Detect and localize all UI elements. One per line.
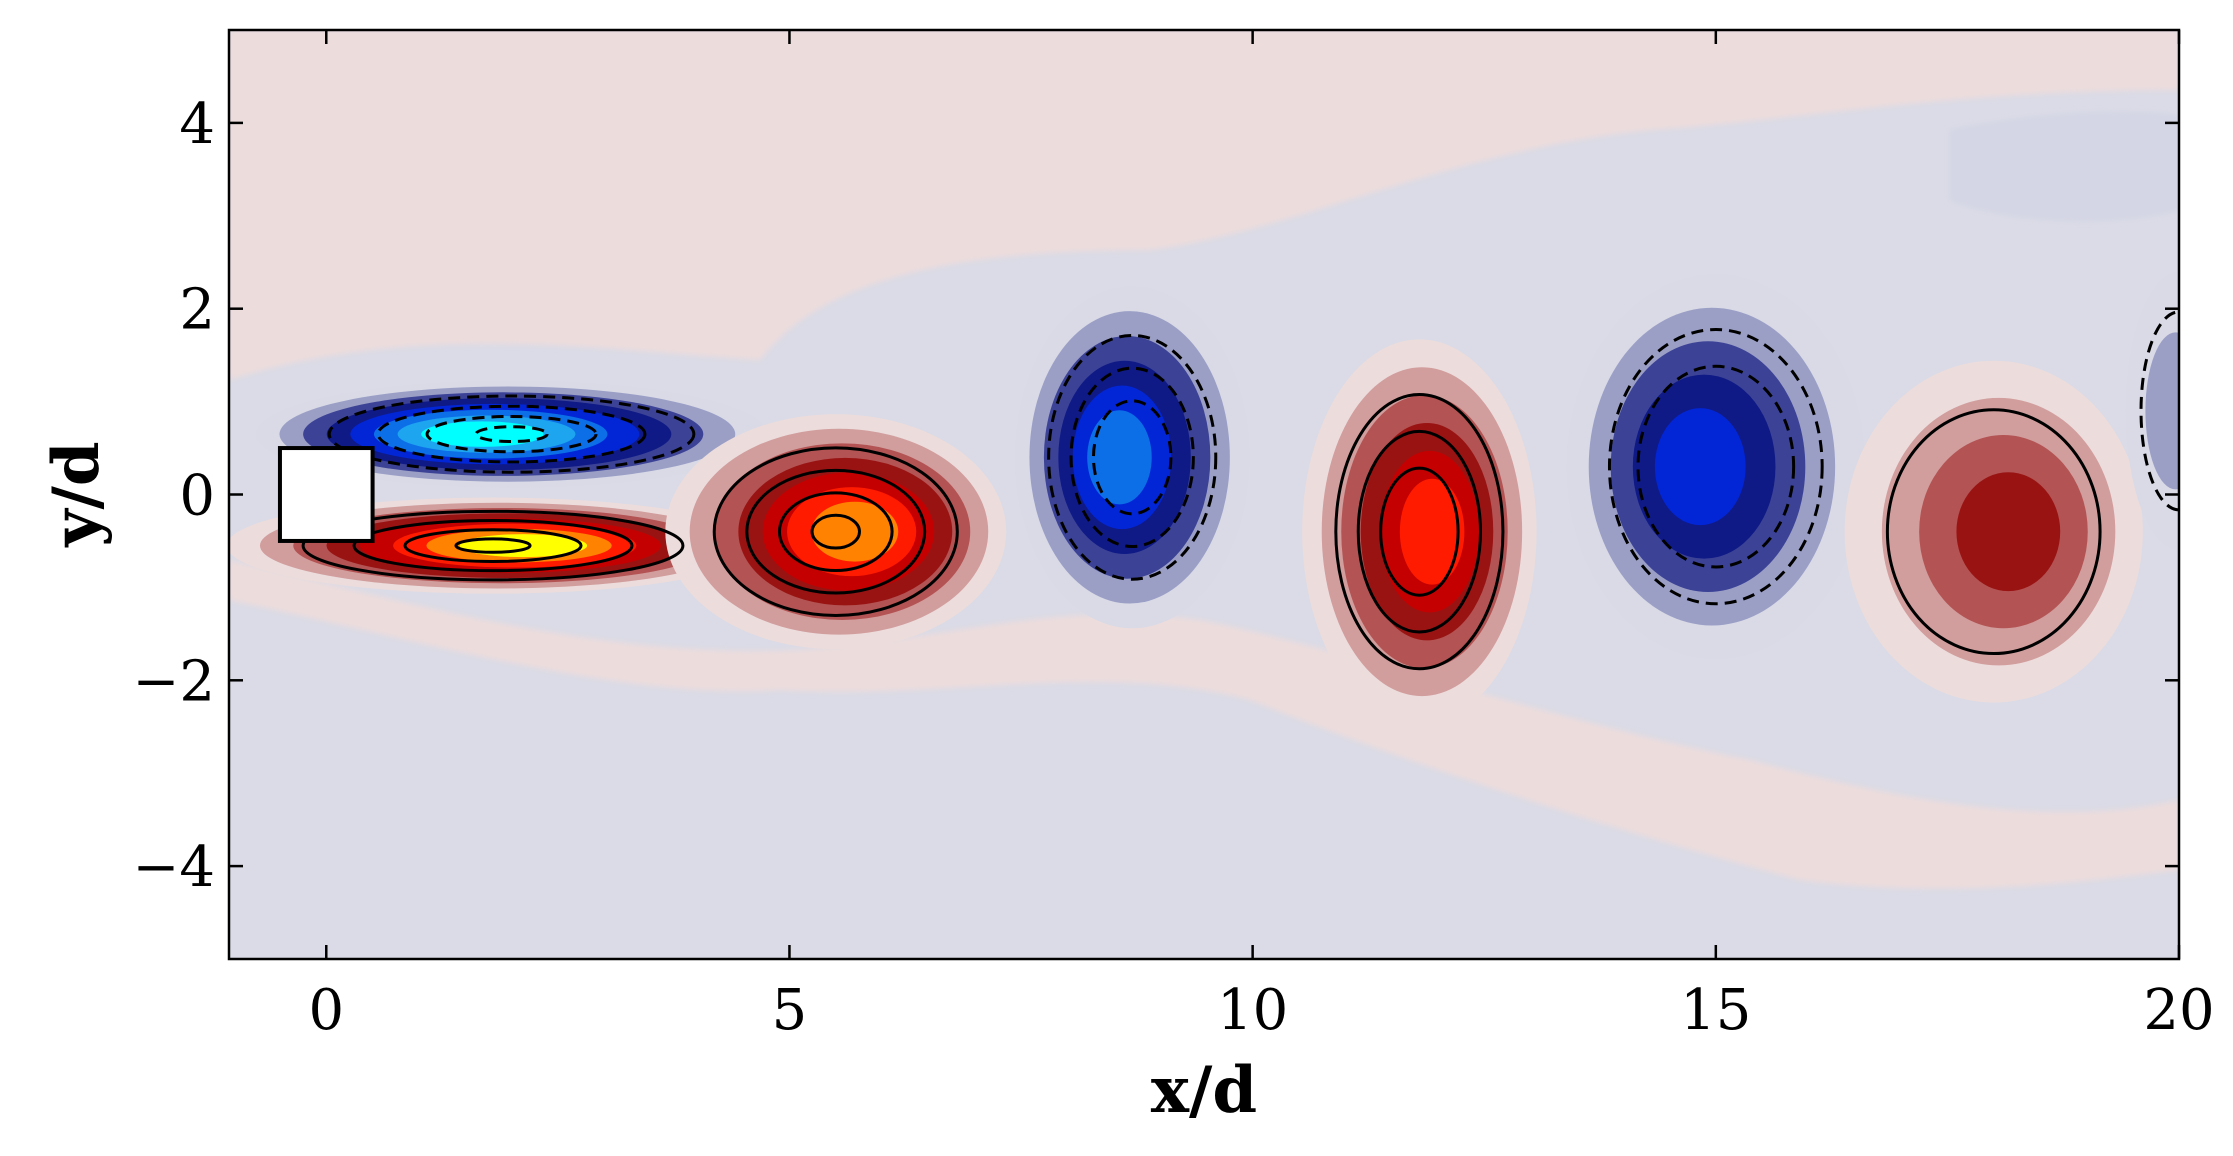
contour-line: [425, 414, 598, 454]
upper-right-lavender: [1950, 112, 2179, 221]
contour-line: [1334, 393, 1505, 671]
plot-area: [229, 30, 2179, 959]
background-bands: [229, 30, 2179, 889]
contour-line: [474, 425, 549, 444]
x-tick-label: 20: [2143, 978, 2214, 1043]
contour-line: [1885, 408, 2102, 656]
y-tick-label: 2: [179, 278, 215, 343]
vortex-negative-3: [1015, 286, 1250, 629]
contour-line: [810, 513, 861, 550]
contour-line: [403, 528, 583, 563]
contour-line: [352, 519, 634, 573]
vortex-band: [1956, 472, 2061, 592]
tick-labels: 0 5 10 15 20 −4 −2 0 2 4: [132, 92, 2214, 1043]
contour-line: [376, 404, 647, 464]
lower-pink-band: [229, 560, 2179, 889]
contour-line: [712, 446, 959, 617]
contour-line: [745, 468, 927, 595]
vortex-positive-4: [1302, 339, 1537, 724]
vortex-band: [1087, 410, 1152, 505]
x-tick-label: 5: [772, 978, 808, 1043]
vortex-negative-7: [2125, 272, 2179, 550]
x-tick-label: 15: [1680, 978, 1751, 1043]
contour-line: [777, 491, 894, 572]
upper-pink-band: [229, 30, 2179, 380]
contour-line: [1379, 466, 1460, 597]
x-tick-label: 10: [1217, 978, 1288, 1043]
contour-line: [1069, 366, 1195, 549]
y-tick-label: 0: [179, 464, 215, 529]
axis-ticks: [229, 30, 2181, 959]
contour-line: [327, 394, 696, 474]
vortex-band: [421, 421, 544, 447]
contour-line: [1356, 429, 1483, 634]
vortex-negative-5: [1566, 274, 1865, 659]
y-tick-label: −2: [132, 649, 215, 714]
square-cylinder: [277, 446, 375, 543]
contour-line: [1091, 399, 1173, 516]
y-tick-label: −4: [132, 835, 215, 900]
y-tick-label: 4: [179, 92, 215, 157]
vortex-band: [1654, 408, 1746, 526]
contour-line: [1047, 333, 1218, 581]
y-axis-label: y/d: [39, 441, 114, 547]
vortex-band: [2145, 332, 2179, 490]
contour-line: [1607, 328, 1824, 606]
contour-line: [1636, 364, 1796, 569]
vortex-positive-2: [665, 414, 1007, 650]
contour-layer: [301, 310, 2179, 671]
vortex-band: [1399, 478, 1465, 585]
contour-line: [301, 509, 685, 582]
x-tick-label: 0: [308, 978, 344, 1043]
contour-line: [454, 537, 532, 554]
vortex-positive-6: [1844, 360, 2143, 703]
x-axis-label: x/d: [1151, 1053, 1257, 1128]
